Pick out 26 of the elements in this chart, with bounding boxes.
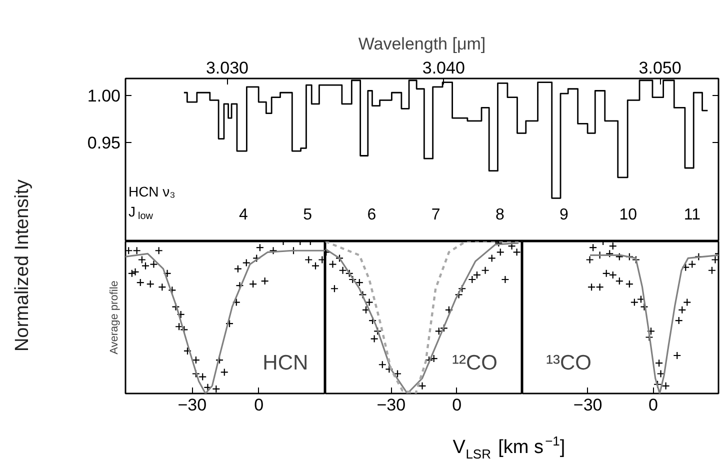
y-tick-label: 1.00: [87, 86, 121, 106]
x2-tick-label: 4: [239, 206, 248, 224]
x2-tick-label: 9: [560, 206, 569, 224]
x-tick-label: 3.050: [638, 58, 682, 78]
x-tick-label: 0: [254, 396, 264, 414]
x-tick-label: 0: [452, 396, 462, 414]
x-tick-label: −30: [376, 396, 406, 414]
x-axis-title: Wavelength [μm]: [358, 34, 486, 54]
x2-tick-label: 6: [367, 206, 376, 224]
annotation: ¹²CO: [452, 352, 498, 375]
x2-tick-label: 8: [495, 206, 504, 224]
x-tick-label: 3.040: [422, 58, 465, 78]
x-tick-label: −30: [178, 396, 207, 414]
x2-tick-label: 10: [619, 206, 638, 224]
annotation: ¹³CO: [546, 352, 592, 375]
x2-tick-label: 7: [431, 206, 440, 224]
y-tick-label: 0.95: [87, 134, 121, 153]
x2-tick-label: 11: [684, 206, 701, 224]
x-tick-label: 3.030: [206, 58, 248, 78]
y-axis-title: Average profile: [108, 280, 120, 354]
x-tick-label: −30: [573, 396, 602, 414]
x-tick-label: 0: [648, 396, 658, 414]
x2-tick-label: 5: [303, 206, 312, 224]
annotation: HCN ν₃: [128, 184, 176, 200]
y-axis-title: Normalized Intensity: [12, 178, 33, 352]
annotation: HCN: [262, 352, 308, 375]
